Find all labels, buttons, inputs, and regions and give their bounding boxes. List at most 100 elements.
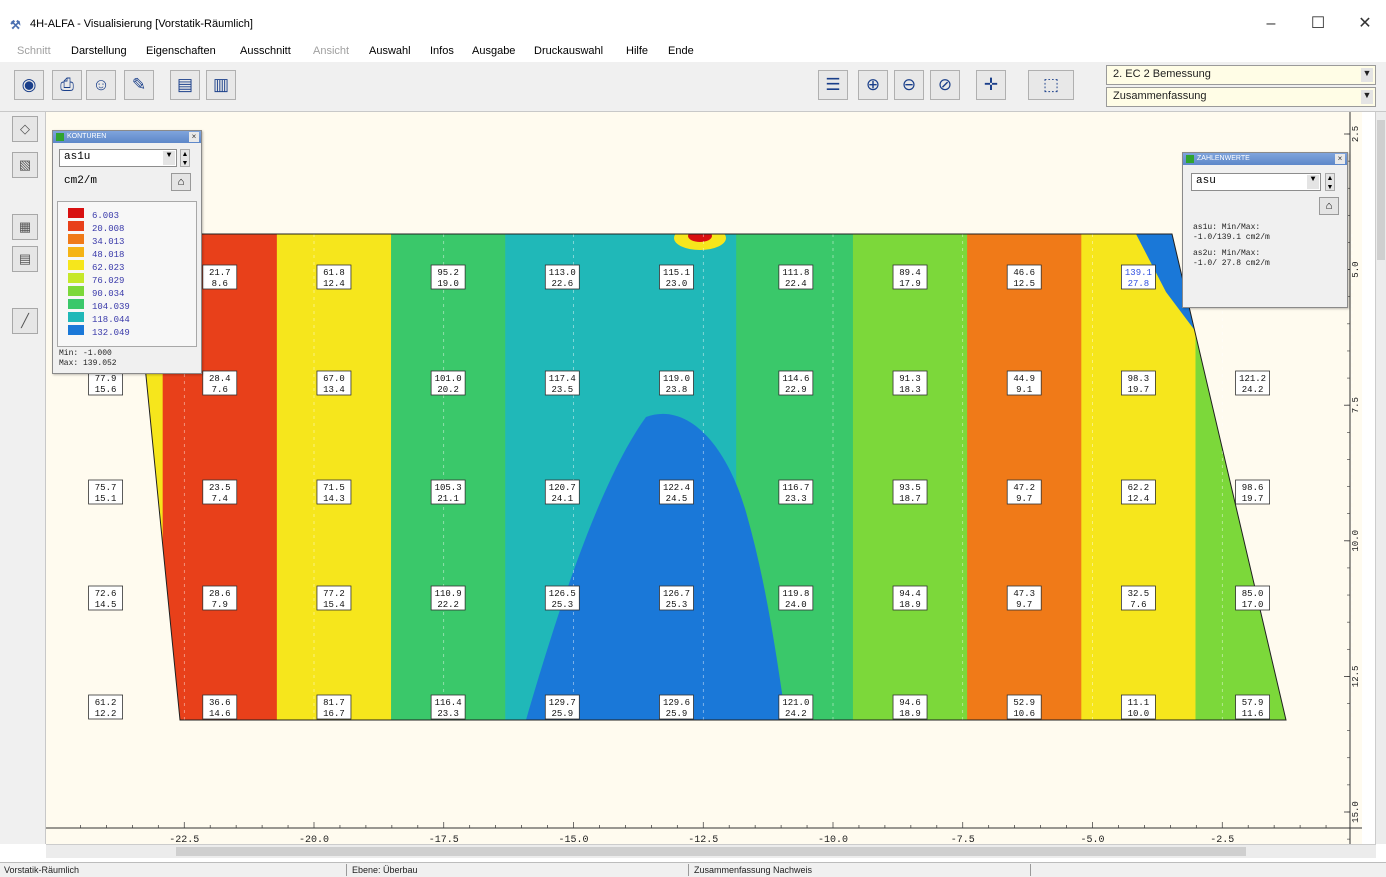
pin-icon[interactable] (1186, 155, 1194, 163)
value-label[interactable]: 46.612.5 (1006, 264, 1042, 290)
value-label[interactable]: 126.725.3 (659, 585, 694, 611)
zoom-in-icon[interactable]: ⊕ (858, 70, 888, 100)
value-label[interactable]: 139.127.8 (1121, 264, 1156, 290)
value-label[interactable]: 129.625.9 (659, 694, 694, 720)
eye-icon[interactable]: ◉ (14, 70, 44, 100)
value-label[interactable]: 110.922.2 (430, 585, 466, 611)
chevron-down-icon[interactable]: ▼ (1361, 68, 1373, 82)
konturen-spinner[interactable]: ▲ ▼ (180, 149, 190, 167)
menu-ansicht[interactable]: Ansicht (313, 45, 350, 57)
value-label[interactable]: 94.618.9 (892, 694, 928, 720)
value-label[interactable]: 114.622.9 (778, 370, 814, 396)
value-label[interactable]: 77.215.4 (316, 585, 352, 611)
people-icon[interactable]: ☺ (86, 70, 116, 100)
value-label[interactable]: 57.911.6 (1235, 694, 1270, 720)
drawing-canvas[interactable]: 21.7 8.6 61.8 12.4 95.2 19.0 113.0 22.6 115.1 23.… (46, 112, 1362, 844)
menu-darstellung[interactable]: Darstellung (71, 45, 127, 57)
value-label[interactable]: 122.424.5 (659, 479, 694, 505)
value-label[interactable]: 75.715.1 (88, 479, 123, 505)
result-select[interactable]: Zusammenfassung ▼ (1106, 87, 1376, 107)
value-label[interactable]: 119.824.0 (778, 585, 814, 611)
value-label[interactable]: 28.67.9 (202, 585, 238, 611)
horizontal-scrollbar[interactable] (46, 844, 1376, 858)
menu-schnitt[interactable]: Schnitt (17, 45, 51, 57)
maximize-button[interactable]: ☐ (1310, 15, 1326, 32)
value-label[interactable]: 67.013.4 (316, 370, 352, 396)
refresh-icon[interactable]: ⌂ (171, 173, 191, 191)
value-label[interactable]: 116.423.3 (430, 694, 466, 720)
value-label[interactable]: 52.910.6 (1006, 694, 1042, 720)
value-label[interactable]: 101.020.2 (430, 370, 466, 396)
menu-ausgabe[interactable]: Ausgabe (472, 45, 516, 57)
value-label[interactable]: 105.321.1 (430, 479, 466, 505)
value-label[interactable]: 98.319.7 (1121, 370, 1156, 396)
chevron-down-icon[interactable]: ▼ (1307, 175, 1319, 189)
book-icon[interactable]: ▤ (170, 70, 200, 100)
konturen-select[interactable]: as1u ▼ (59, 149, 177, 167)
menu-ausschnitt[interactable]: Ausschnitt (240, 45, 291, 57)
menu-hilfe[interactable]: Hilfe (626, 45, 649, 57)
value-label[interactable]: 81.716.7 (316, 694, 352, 720)
value-label[interactable]: 32.57.6 (1121, 585, 1156, 611)
value-label[interactable]: 121.224.2 (1235, 370, 1270, 396)
value-label[interactable]: 71.514.3 (316, 479, 352, 505)
value-label[interactable]: 77.915.6 (88, 370, 123, 396)
zahlenwerte-select[interactable]: asu ▼ (1191, 173, 1321, 191)
menu-ende[interactable]: Ende (668, 45, 694, 57)
value-label[interactable]: 62.212.4 (1121, 479, 1156, 505)
close-button[interactable]: ✕ (1358, 15, 1372, 32)
layer-tool-icon[interactable]: ▧ (12, 152, 38, 178)
refresh-icon[interactable]: ⌂ (1319, 197, 1339, 215)
vertical-scrollbar[interactable] (1375, 112, 1386, 844)
value-label[interactable]: 23.57.4 (202, 479, 238, 505)
value-label[interactable]: 119.023.8 (659, 370, 694, 396)
value-label[interactable]: 120.724.1 (544, 479, 580, 505)
value-label[interactable]: 115.123.0 (659, 264, 694, 290)
list-icon[interactable]: ☰ (818, 70, 848, 100)
value-label[interactable]: 98.619.7 (1235, 479, 1270, 505)
value-label[interactable]: 85.017.0 (1235, 585, 1270, 611)
table-tool-icon[interactable]: ▤ (12, 246, 38, 272)
value-label[interactable]: 129.725.9 (544, 694, 580, 720)
value-label[interactable]: 36.614.6 (202, 694, 238, 720)
value-label[interactable]: 11.110.0 (1121, 694, 1156, 720)
zahlenwerte-spinner[interactable]: ▲ ▼ (1325, 173, 1335, 191)
grid-tool-icon[interactable]: ▦ (12, 214, 38, 240)
zoom-fit-icon[interactable]: ⊘ (930, 70, 960, 100)
value-label[interactable]: 61.812.4 (316, 264, 352, 290)
chevron-down-icon[interactable]: ▼ (163, 151, 175, 165)
value-label[interactable]: 72.614.5 (88, 585, 123, 611)
value-label[interactable]: 28.47.6 (202, 370, 238, 396)
value-label[interactable]: 116.723.3 (778, 479, 814, 505)
value-label[interactable]: 111.822.4 (778, 264, 814, 290)
menu-infos[interactable]: Infos (430, 45, 454, 57)
value-label[interactable]: 21.78.6 (202, 264, 238, 290)
value-label[interactable]: 93.518.7 (892, 479, 928, 505)
value-label[interactable]: 95.219.0 (430, 264, 466, 290)
analysis-select[interactable]: 2. EC 2 Bemessung ▼ (1106, 65, 1376, 85)
value-label[interactable]: 121.024.2 (778, 694, 814, 720)
menu-druckauswahl[interactable]: Druckauswahl (534, 45, 604, 57)
menu-auswahl[interactable]: Auswahl (369, 45, 411, 57)
value-label[interactable]: 44.99.1 (1006, 370, 1042, 396)
pin-icon[interactable] (56, 133, 64, 141)
close-icon[interactable]: × (1335, 154, 1345, 164)
pen-icon[interactable]: ✎ (124, 70, 154, 100)
menu-eigenschaften[interactable]: Eigenschaften (146, 45, 216, 57)
view3d-icon[interactable]: ⬚ (1028, 70, 1074, 100)
value-label[interactable]: 47.39.7 (1006, 585, 1042, 611)
zoom-out-icon[interactable]: ⊖ (894, 70, 924, 100)
pan-icon[interactable]: ✛ (976, 70, 1006, 100)
chart-icon[interactable]: ▥ (206, 70, 236, 100)
measure-tool-icon[interactable]: ╱ (12, 308, 38, 334)
value-label[interactable]: 47.29.7 (1006, 479, 1042, 505)
value-label[interactable]: 126.525.3 (544, 585, 580, 611)
value-label[interactable]: 89.417.9 (892, 264, 928, 290)
horizontal-scroll-thumb[interactable] (176, 847, 1246, 856)
close-icon[interactable]: × (189, 132, 199, 142)
value-label[interactable]: 61.212.2 (88, 694, 123, 720)
value-label[interactable]: 94.418.9 (892, 585, 928, 611)
printer-icon[interactable]: ⎙ (52, 70, 82, 100)
select-tool-icon[interactable]: ◇ (12, 116, 38, 142)
chevron-down-icon[interactable]: ▼ (1361, 90, 1373, 104)
